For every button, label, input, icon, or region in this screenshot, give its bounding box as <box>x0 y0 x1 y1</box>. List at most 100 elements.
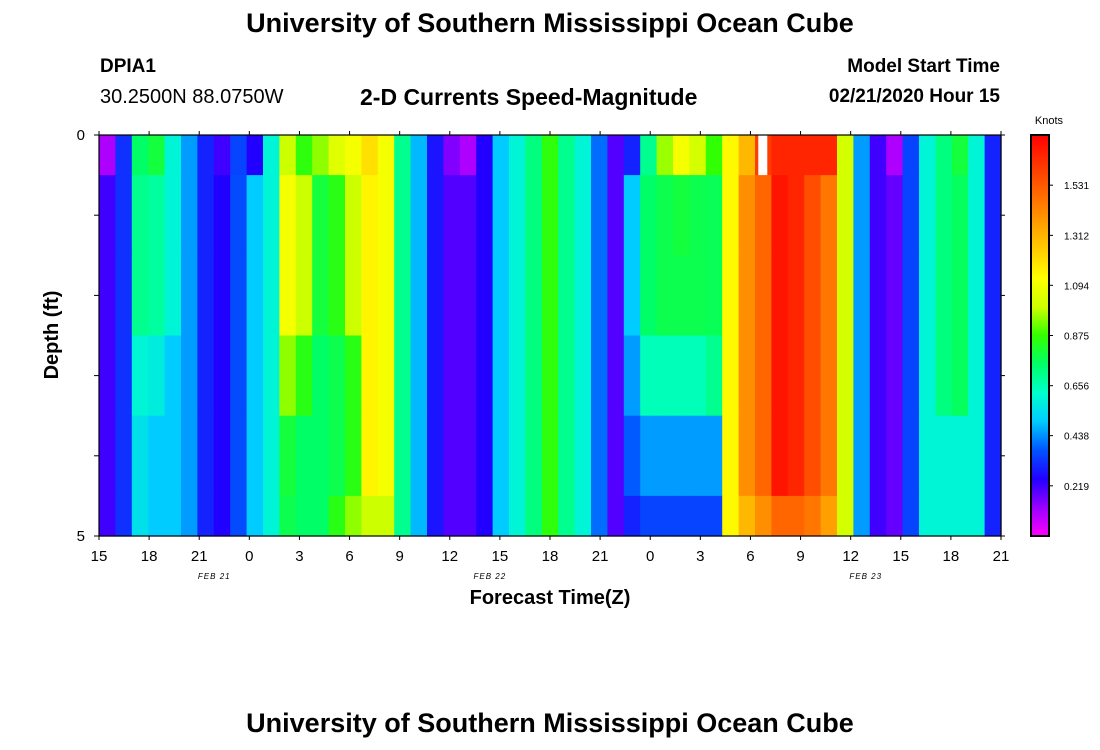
heatmap-cell <box>902 175 920 256</box>
heatmap-cell <box>443 335 461 417</box>
heatmap-cell <box>148 135 166 176</box>
heatmap-cell <box>689 495 707 537</box>
colorbar-tick-label: 0.875 <box>1064 332 1089 343</box>
heatmap-cell <box>853 335 871 417</box>
heatmap-cell <box>656 495 674 537</box>
heatmap-cell <box>181 255 198 337</box>
heatmap-cell <box>295 255 313 337</box>
heatmap-cell <box>623 495 641 537</box>
heatmap-cell <box>427 255 444 337</box>
heatmap-cell <box>230 175 248 256</box>
heatmap-cell <box>181 135 198 176</box>
heatmap-cell <box>656 135 674 176</box>
heatmap-cell <box>837 175 854 256</box>
heatmap-cell <box>853 255 871 337</box>
x-tick-label: 3 <box>696 548 704 565</box>
heatmap-cell <box>246 135 264 176</box>
heatmap-cell <box>968 495 986 537</box>
heatmap-cell <box>951 135 969 176</box>
heatmap-cell <box>377 495 395 537</box>
heatmap-cell <box>377 255 395 337</box>
heatmap-cell <box>345 135 362 176</box>
heatmap-cell <box>509 415 526 497</box>
heatmap-cell <box>164 335 182 417</box>
heatmap-cell <box>738 135 756 176</box>
heatmap-cell <box>345 175 362 256</box>
heatmap-cell <box>99 255 116 337</box>
heatmap-cell <box>640 495 658 537</box>
colorbar-tick-label: 0.219 <box>1064 482 1089 493</box>
heatmap-cell <box>935 415 953 497</box>
x-tick-label: 21 <box>592 548 609 565</box>
heatmap-cell <box>853 415 871 497</box>
heatmap-cell <box>705 255 723 337</box>
heatmap-cell <box>164 415 182 497</box>
heatmap-cell <box>968 255 986 337</box>
heatmap-cell <box>197 335 215 417</box>
heatmap-cell <box>492 255 510 337</box>
heatmap-cell <box>837 255 854 337</box>
heatmap-cell <box>148 415 166 497</box>
heatmap-cell <box>689 255 707 337</box>
heatmap-cell <box>427 335 444 417</box>
heatmap-cell <box>115 495 133 537</box>
heatmap-cell <box>459 335 477 417</box>
heatmap-cell <box>574 175 592 256</box>
heatmap-cell <box>591 255 608 337</box>
heatmap-cell <box>99 175 116 256</box>
heatmap-cell <box>131 175 149 256</box>
heatmap-cell <box>295 415 313 497</box>
station-coordinates: 30.2500N 88.0750W <box>100 86 284 108</box>
colorbar-tick-label: 0.656 <box>1064 382 1089 393</box>
heatmap-cell <box>705 495 723 537</box>
heatmap-cell <box>869 255 887 337</box>
heatmap-cell <box>722 255 740 337</box>
heatmap-cell <box>164 175 182 256</box>
heatmap-cell <box>886 135 904 176</box>
heatmap-cell <box>279 135 297 176</box>
heatmap-cell <box>984 135 1002 176</box>
heatmap-cell <box>312 255 330 337</box>
heatmap-cell <box>935 255 953 337</box>
heatmap-cell <box>902 335 920 417</box>
heatmap-cell <box>230 135 248 176</box>
heatmap-cell <box>246 175 264 256</box>
heatmap-cell <box>230 335 248 417</box>
heatmap-cell <box>164 255 182 337</box>
heatmap-cell <box>968 175 986 256</box>
heatmap-cell <box>443 415 461 497</box>
heatmap-cell <box>312 495 330 537</box>
heatmap-cell <box>935 335 953 417</box>
heatmap-cell <box>197 175 215 256</box>
heatmap-cell <box>722 135 740 176</box>
heatmap-cell <box>377 135 395 176</box>
heatmap-cell <box>919 415 936 497</box>
x-tick-label: 18 <box>943 548 960 565</box>
missing-data-cell <box>758 135 768 176</box>
heatmap-cell <box>673 335 690 417</box>
heatmap-cell <box>263 335 280 417</box>
colorbar-tick-label: 0.438 <box>1064 432 1089 443</box>
heatmap-cell <box>279 175 297 256</box>
heatmap-cell <box>492 175 510 256</box>
model-start-label: Model Start Time <box>847 56 1000 77</box>
heatmap-cell <box>509 255 526 337</box>
heatmap-cell <box>902 415 920 497</box>
heatmap-cell <box>640 415 658 497</box>
heatmap-cell <box>886 415 904 497</box>
heatmap-cell <box>213 255 231 337</box>
heatmap-cell <box>738 495 756 537</box>
heatmap-cell <box>837 495 854 537</box>
heatmap-cell <box>771 175 789 256</box>
heatmap-cell <box>99 135 116 176</box>
heatmap-cell <box>771 495 789 537</box>
heatmap-cell <box>377 415 395 497</box>
heatmap-cell <box>279 255 297 337</box>
heatmap-cell <box>181 415 198 497</box>
heatmap-cell <box>574 135 592 176</box>
heatmap-cell <box>197 135 215 176</box>
x-tick-label: 15 <box>892 548 909 565</box>
heatmap-cell <box>755 495 772 537</box>
heatmap-cell <box>279 495 297 537</box>
heatmap-cell <box>722 495 740 537</box>
